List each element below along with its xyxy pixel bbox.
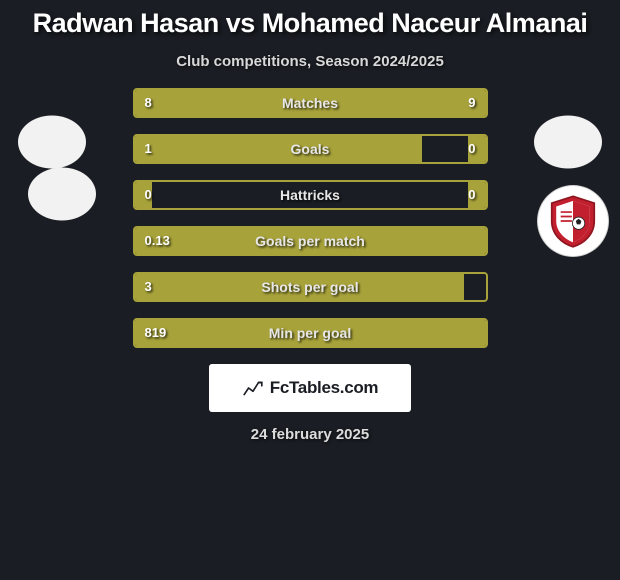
stat-row-goals: 1 Goals 0 <box>133 134 488 164</box>
brand-badge[interactable]: FcTables.com <box>209 364 411 412</box>
stat-label: Goals per match <box>135 228 486 254</box>
stat-label: Hattricks <box>135 182 486 208</box>
stat-label: Min per goal <box>135 320 486 346</box>
brand-logo-icon <box>242 377 264 399</box>
stats-container: 8 Matches 9 1 Goals 0 0 Hattricks 0 0.13… <box>133 88 488 348</box>
player-left-avatar-1 <box>18 115 86 168</box>
stat-row-matches: 8 Matches 9 <box>133 88 488 118</box>
stat-value-right: 0 <box>468 182 475 208</box>
stat-label: Shots per goal <box>135 274 486 300</box>
date-line: 24 february 2025 <box>0 426 620 443</box>
stat-row-hattricks: 0 Hattricks 0 <box>133 180 488 210</box>
brand-text: FcTables.com <box>270 378 379 398</box>
stat-value-right: 0 <box>468 136 475 162</box>
stat-row-shots-per-goal: 3 Shots per goal <box>133 272 488 302</box>
stat-label: Matches <box>135 90 486 116</box>
player-right-avatar <box>534 115 602 168</box>
player-left-avatar-2 <box>28 167 96 220</box>
page-title: Radwan Hasan vs Mohamed Naceur Almanai <box>0 0 620 43</box>
stat-row-min-per-goal: 819 Min per goal <box>133 318 488 348</box>
stat-value-right: 9 <box>468 90 475 116</box>
club-shield-icon <box>538 186 608 256</box>
page-subtitle: Club competitions, Season 2024/2025 <box>0 53 620 70</box>
stat-row-goals-per-match: 0.13 Goals per match <box>133 226 488 256</box>
stat-label: Goals <box>135 136 486 162</box>
